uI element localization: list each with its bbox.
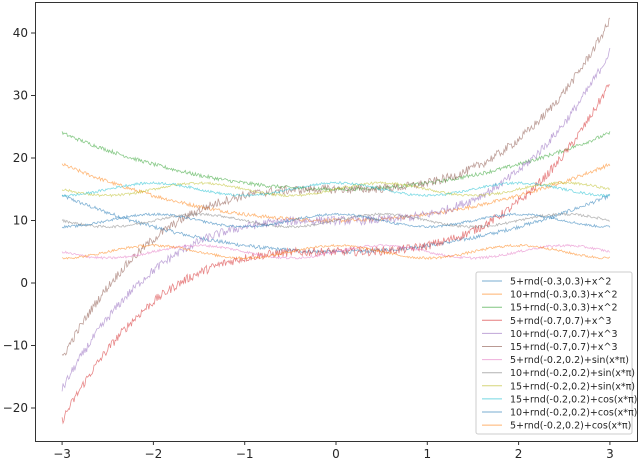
legend-item: 15+rnd(-0.7,0.7)+x^3 (482, 342, 618, 353)
legend-label: 10+rnd(-0.2,0.2)+sin(x*π) (510, 368, 635, 379)
legend-label: 15+rnd(-0.2,0.2)+sin(x*π) (510, 381, 635, 392)
x-tick-label: −1 (236, 447, 254, 461)
x-tick-label: 3 (606, 447, 614, 461)
legend-item: 15+rnd(-0.2,0.2)+sin(x*π) (482, 381, 635, 392)
legend-label: 5+rnd(-0.2,0.2)+cos(x*π) (510, 421, 631, 432)
legend-label: 10+rnd(-0.3,0.3)+x^2 (510, 290, 618, 301)
y-tick-label: −10 (3, 339, 28, 353)
x-tick-label: 2 (515, 447, 523, 461)
y-axis: −20 −10 0 10 20 30 40 (3, 26, 35, 415)
legend-item: 15+rnd(-0.3,0.3)+x^2 (482, 303, 618, 314)
series-line-10 (61, 212, 611, 229)
y-tick-label: 10 (13, 214, 28, 228)
y-tick-label: 0 (20, 276, 28, 290)
y-tick-label: 20 (13, 151, 28, 165)
legend-item: 5+rnd(-0.2,0.2)+cos(x*π) (482, 421, 631, 432)
legend-item: 10+rnd(-0.7,0.7)+x^3 (482, 329, 618, 340)
x-tick-label: 1 (423, 447, 431, 461)
y-tick-label: 40 (13, 26, 28, 40)
plot-area (61, 17, 611, 425)
legend-label: 15+rnd(-0.7,0.7)+x^3 (510, 342, 618, 353)
y-tick-label: 30 (13, 89, 28, 103)
legend-label: 10+rnd(-0.7,0.7)+x^3 (510, 329, 618, 340)
legend-label: 5+rnd(-0.3,0.3)+x^2 (510, 277, 611, 288)
series-line-4 (61, 47, 611, 392)
legend-item: 10+rnd(-0.3,0.3)+x^2 (482, 290, 618, 301)
y-tick-label: −20 (3, 401, 28, 415)
legend-label: 15+rnd(-0.3,0.3)+x^2 (510, 303, 618, 314)
legend-label: 5+rnd(-0.2,0.2)+sin(x*π) (510, 355, 629, 366)
x-axis: −3 −2 −1 0 1 2 3 (53, 441, 614, 461)
legend-label: 5+rnd(-0.7,0.7)+x^3 (510, 316, 611, 327)
legend-label: 10+rnd(-0.2,0.2)+cos(x*π) (510, 408, 637, 419)
x-tick-label: −2 (145, 447, 163, 461)
legend-item: 15+rnd(-0.2,0.2)+cos(x*π) (482, 394, 637, 405)
series-line-9 (61, 180, 611, 198)
series-line-6 (61, 243, 611, 261)
legend-box (475, 271, 633, 435)
legend-item: 5+rnd(-0.3,0.3)+x^2 (482, 277, 611, 288)
legend-item: 10+rnd(-0.2,0.2)+cos(x*π) (482, 408, 637, 419)
series-line-11 (61, 243, 611, 260)
legend: 5+rnd(-0.3,0.3)+x^2 10+rnd(-0.3,0.3)+x^2 1… (475, 271, 637, 435)
legend-item: 5+rnd(-0.7,0.7)+x^3 (482, 316, 611, 327)
series-line-8 (61, 181, 611, 198)
x-tick-label: −3 (53, 447, 71, 461)
legend-item: 5+rnd(-0.2,0.2)+sin(x*π) (482, 355, 629, 366)
legend-item: 10+rnd(-0.2,0.2)+sin(x*π) (482, 368, 635, 379)
x-tick-label: 0 (332, 447, 340, 461)
series-line-5 (61, 17, 611, 356)
series-line-7 (61, 212, 610, 229)
legend-label: 15+rnd(-0.2,0.2)+cos(x*π) (510, 394, 637, 405)
